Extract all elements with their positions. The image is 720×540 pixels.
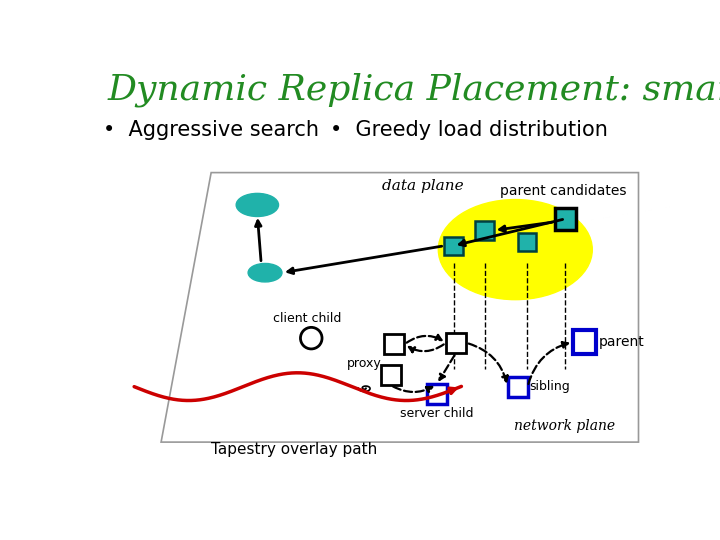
Bar <box>554 208 576 230</box>
Bar <box>518 233 536 251</box>
Ellipse shape <box>236 193 279 217</box>
Ellipse shape <box>248 264 282 282</box>
Text: sibling: sibling <box>529 380 570 393</box>
Text: proxy: proxy <box>347 357 382 370</box>
Text: parent: parent <box>598 335 644 349</box>
Bar <box>384 334 405 354</box>
Bar <box>446 333 466 353</box>
Bar <box>381 365 400 385</box>
Text: client child: client child <box>273 312 341 325</box>
Bar <box>475 221 494 240</box>
Bar <box>444 237 463 255</box>
Text: server child: server child <box>400 407 474 420</box>
Text: data plane: data plane <box>382 179 464 193</box>
Text: parent candidates: parent candidates <box>500 184 627 198</box>
Text: •  Greedy load distribution: • Greedy load distribution <box>330 120 608 140</box>
Bar <box>573 330 596 354</box>
Text: •  Aggressive search: • Aggressive search <box>104 120 320 140</box>
Text: s: s <box>452 336 459 349</box>
Bar <box>427 384 447 404</box>
Ellipse shape <box>438 200 593 300</box>
Text: network plane: network plane <box>514 419 616 433</box>
Bar <box>508 377 528 397</box>
Text: Tapestry overlay path: Tapestry overlay path <box>211 442 377 457</box>
Text: Dynamic Replica Placement: smart: Dynamic Replica Placement: smart <box>107 72 720 107</box>
